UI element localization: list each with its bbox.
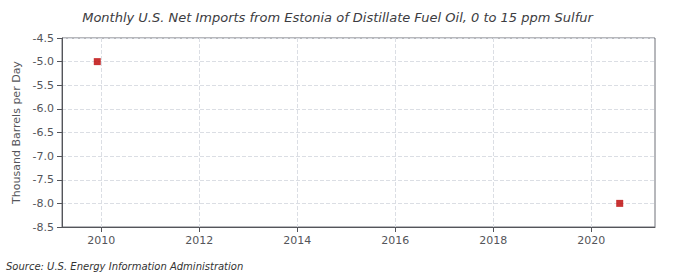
svg-text:2016: 2016 [381, 234, 409, 247]
svg-text:-7.0: -7.0 [33, 150, 54, 163]
svg-text:-4.5: -4.5 [33, 32, 54, 45]
svg-text:Source: U.S. Energy Informatio: Source: U.S. Energy Information Administ… [6, 261, 243, 272]
svg-text:Monthly U.S. Net Imports from: Monthly U.S. Net Imports from Estonia of… [82, 10, 594, 25]
svg-text:2018: 2018 [479, 234, 507, 247]
svg-text:-6.5: -6.5 [33, 126, 54, 139]
svg-text:-8.0: -8.0 [33, 197, 54, 210]
svg-text:2012: 2012 [185, 234, 213, 247]
svg-text:-8.5: -8.5 [33, 221, 54, 234]
svg-text:2020: 2020 [577, 234, 605, 247]
svg-text:Thousand Barrels per Day: Thousand Barrels per Day [10, 61, 23, 205]
svg-text:-6.0: -6.0 [33, 102, 54, 115]
svg-text:2010: 2010 [87, 234, 115, 247]
svg-text:-7.5: -7.5 [33, 173, 54, 186]
svg-text:-5.5: -5.5 [33, 79, 54, 92]
svg-text:2014: 2014 [283, 234, 311, 247]
svg-text:-5.0: -5.0 [33, 55, 54, 68]
